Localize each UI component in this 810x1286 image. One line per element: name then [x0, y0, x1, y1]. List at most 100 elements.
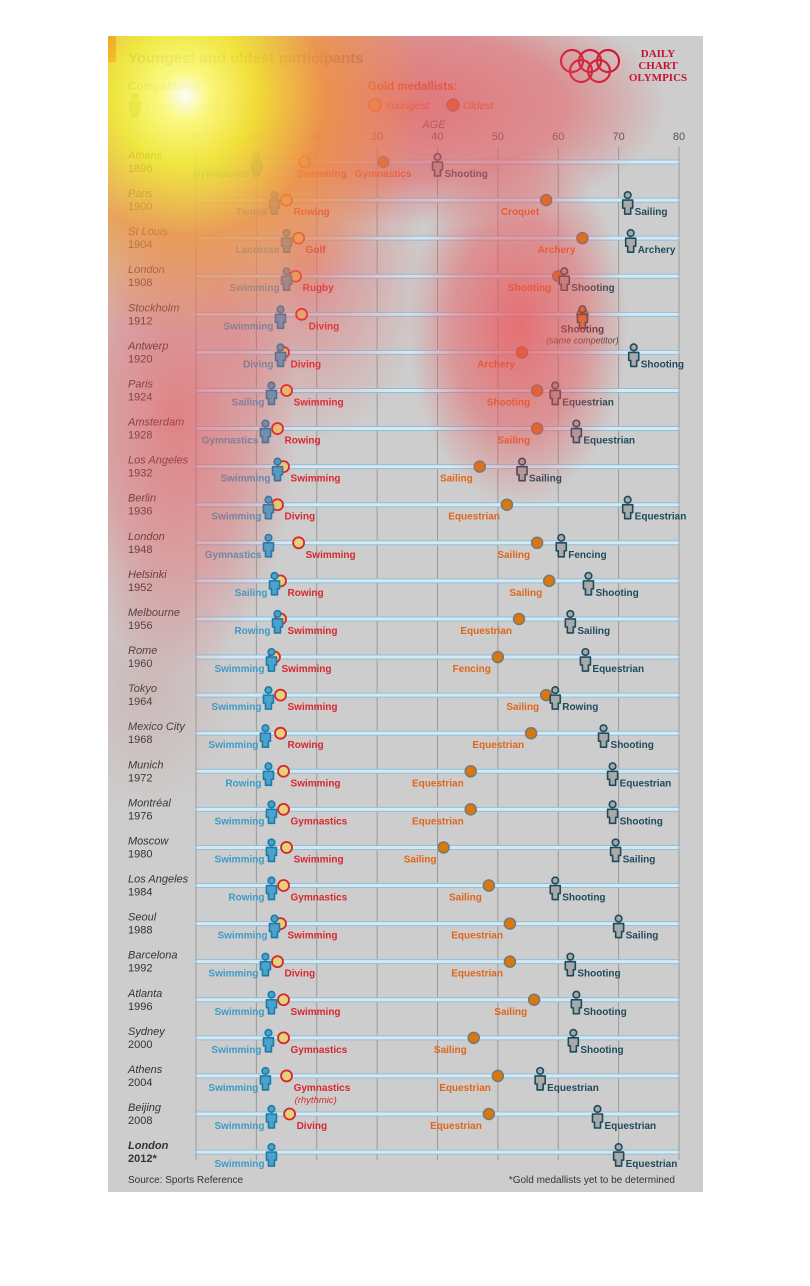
olympic-rings-icon — [559, 48, 621, 84]
competitor-youngest-sport: Swimming — [214, 664, 264, 675]
competitor-oldest-sport: Shooting — [595, 588, 638, 599]
person-body — [209, 101, 221, 117]
gold-oldest-sport: Equestrian — [472, 740, 524, 751]
gold-youngest-sport: Gymnastics — [294, 1083, 351, 1094]
gold-youngest-marker — [271, 955, 284, 969]
gold-oldest-sport: Sailing — [497, 550, 530, 561]
person-body — [549, 694, 562, 710]
competitor-youngest-icon — [259, 952, 272, 977]
gold-oldest-sport: Equestrian — [448, 512, 500, 523]
person-body — [624, 237, 637, 253]
competitor-youngest-sport: Diving — [243, 359, 274, 370]
person-head — [276, 305, 285, 314]
gold-youngest-sport: Swimming — [306, 550, 356, 561]
competitor-oldest-icon — [609, 838, 622, 863]
gold-youngest-marker — [277, 879, 290, 892]
gold-oldest-sport: Equestrian — [439, 1083, 491, 1094]
competitor-oldest-sport: Shooting — [620, 816, 663, 827]
person-head — [276, 343, 285, 352]
gold-oldest-marker — [512, 612, 526, 626]
row-line — [195, 616, 680, 622]
year-label: 1948 — [128, 544, 152, 556]
city-label: St Louis — [128, 226, 168, 238]
person-body — [271, 465, 284, 482]
person-body — [262, 542, 275, 558]
legend-competitor-youngest-icon — [129, 92, 141, 117]
competitor-youngest-sport: Swimming — [214, 854, 264, 865]
competitor-oldest-icon — [582, 571, 595, 596]
person-body — [280, 275, 293, 292]
year-label: 2012* — [128, 1153, 157, 1165]
person-body — [265, 1151, 278, 1167]
person-head — [623, 495, 632, 504]
gold-oldest-sport: Sailing — [506, 702, 539, 713]
gold-youngest-marker — [283, 1107, 296, 1121]
row-line — [195, 578, 680, 584]
gold-oldest-sport: Equestrian — [451, 931, 503, 942]
person-head — [273, 457, 282, 466]
competitor-youngest-sport: Swimming — [208, 740, 258, 751]
city-label: Berlin — [128, 493, 156, 505]
gold-oldest-marker — [524, 726, 538, 740]
competitor-oldest-icon — [597, 724, 610, 748]
person-head — [581, 647, 590, 657]
gold-youngest-marker — [280, 384, 293, 397]
competitor-oldest-sport: Fencing — [568, 550, 606, 561]
person-head — [267, 800, 276, 809]
gold-oldest-marker — [482, 879, 496, 892]
gold-youngest-sport: Rugby — [303, 283, 335, 294]
gold-youngest-marker — [274, 688, 287, 702]
competitor-youngest-icon — [262, 1028, 275, 1053]
person-body — [271, 618, 284, 634]
x-tick-label: 10 — [250, 131, 262, 143]
person-body — [606, 808, 619, 825]
city-label: Moscow — [128, 835, 169, 847]
person-head — [264, 686, 273, 695]
competitor-oldest-sport: Shooting — [611, 740, 654, 751]
gold-oldest-sport: Croquet — [501, 207, 540, 218]
person-body — [265, 998, 278, 1015]
gold-youngest-sport: Swimming — [294, 854, 344, 865]
person-young-icon — [129, 92, 141, 117]
person-body — [259, 427, 272, 444]
gold-oldest-marker — [491, 1069, 505, 1083]
competitor-youngest-icon — [259, 724, 272, 748]
gold-oldest-marker — [491, 650, 505, 664]
gold-youngest-sport: Diving — [285, 512, 316, 523]
competitor-youngest-sport: Swimming — [214, 1121, 264, 1132]
competitor-youngest-sport: Sailing — [232, 397, 265, 408]
competitor-oldest-icon — [564, 952, 577, 977]
competitor-youngest-icon — [262, 533, 275, 558]
year-label: 1896 — [128, 163, 152, 175]
person-head — [551, 686, 560, 695]
person-body — [621, 503, 634, 520]
gold-oldest-sport: Sailing — [434, 1045, 467, 1056]
competitor-oldest-sport: Archery — [638, 245, 676, 256]
city-label: London — [128, 531, 165, 543]
gold-youngest-marker — [292, 231, 306, 245]
city-label: Amsterdam — [127, 417, 184, 429]
city-label: Athens — [127, 1064, 163, 1076]
person-head — [572, 990, 581, 999]
person-body — [274, 313, 287, 330]
row-line — [195, 464, 680, 470]
person-body — [591, 1113, 604, 1129]
competitor-youngest-icon — [262, 762, 275, 787]
x-tick-label: 50 — [492, 131, 504, 143]
competitor-oldest-icon — [624, 229, 637, 253]
gold-youngest-sport: Diving — [309, 321, 340, 332]
competitor-oldest-sport: Equestrian — [626, 1159, 678, 1170]
chart-title: Youngest and oldest participants — [128, 50, 364, 67]
gold-youngest-marker — [280, 841, 293, 854]
person-body — [627, 351, 640, 368]
